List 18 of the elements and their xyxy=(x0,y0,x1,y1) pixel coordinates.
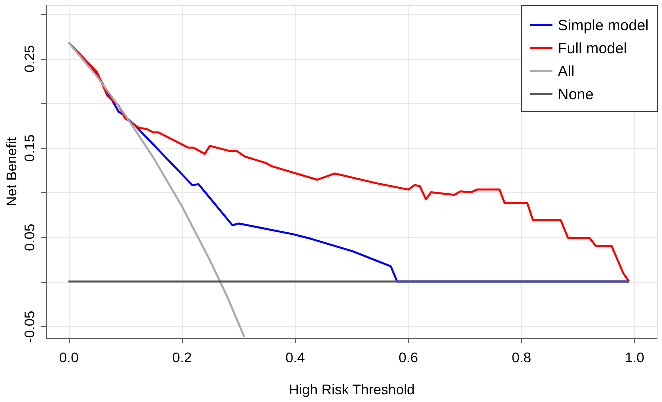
x-tick-label: 0.6 xyxy=(398,350,419,366)
x-tick-label: 0.0 xyxy=(59,350,80,366)
line-series xyxy=(68,41,246,338)
y-tick-label: -0.05 xyxy=(22,310,38,343)
legend-label: Simple model xyxy=(558,18,649,34)
legend-label: None xyxy=(558,86,594,104)
x-tick-label: 0.8 xyxy=(512,350,532,366)
legend-label: All xyxy=(558,64,575,80)
line-series xyxy=(68,41,630,283)
legend-label: Full model xyxy=(558,40,628,58)
y-tick-label: 0.25 xyxy=(22,45,38,73)
y-tick-label: 0.15 xyxy=(22,134,38,162)
x-tick-label: 1.0 xyxy=(625,350,645,366)
y-axis-title: Net Benefit xyxy=(4,137,20,207)
y-tick-label: 0.05 xyxy=(22,224,38,252)
x-tick-label: 0.2 xyxy=(172,350,192,366)
x-axis-title: High Risk Threshold xyxy=(289,382,415,398)
x-tick-label: 0.4 xyxy=(286,350,306,366)
